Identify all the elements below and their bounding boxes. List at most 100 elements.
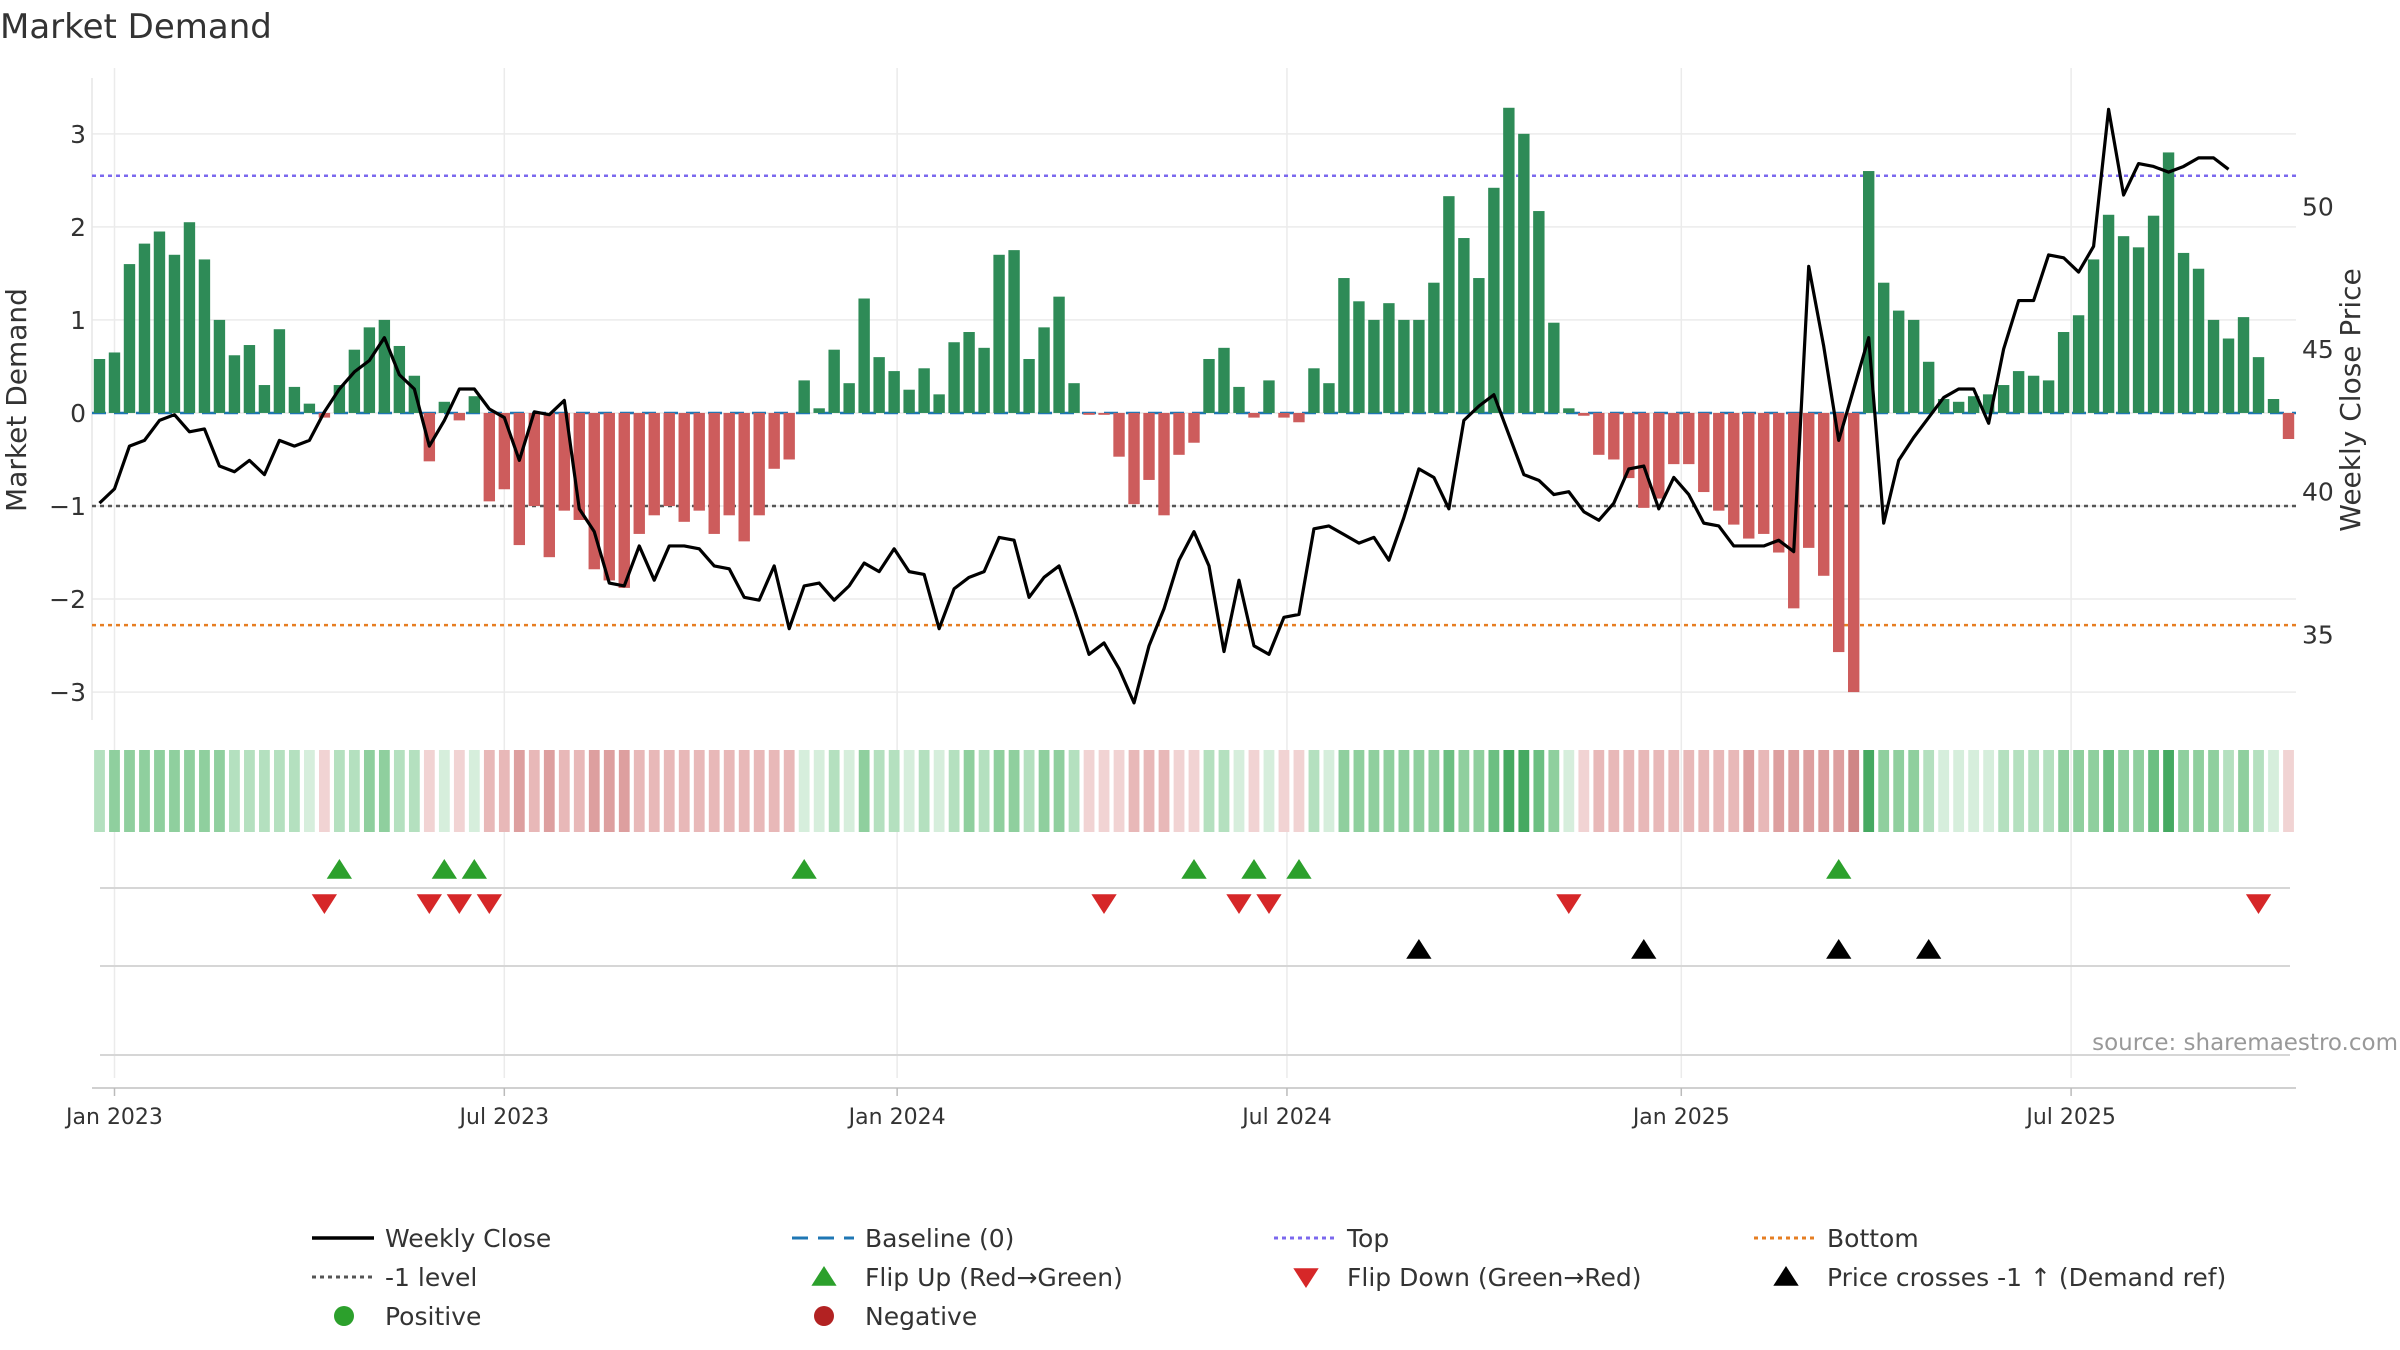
demand-bar [1068, 383, 1080, 413]
y-axis-left: 3 2 1 0 −1 −2 −3 [49, 120, 86, 707]
strip-cell [2148, 750, 2159, 832]
strip-cell [1383, 750, 1395, 832]
strip-cell [1053, 750, 1065, 832]
demand-bar [303, 403, 316, 413]
flip-down-marker [1256, 894, 1282, 914]
strip-cell [1128, 750, 1140, 832]
demand-bar [1892, 310, 1905, 413]
x-tick-label: Jul 2024 [1240, 1105, 1332, 1130]
legend-label: Top [1346, 1224, 1389, 1253]
demand-bar [1203, 358, 1215, 413]
x-tick-label: Jul 2025 [2024, 1105, 2116, 1130]
legend-label: Baseline (0) [865, 1224, 1014, 1253]
demand-bar [1952, 401, 1965, 413]
strip-cell [1158, 750, 1170, 832]
legend-item-flip-down: Flip Down (Green→Red) [1293, 1263, 1642, 1292]
strip-cell [528, 750, 540, 832]
legend-item-close: Weekly Close [312, 1224, 551, 1253]
strip-cell [843, 750, 855, 832]
y2-tick-label: 45 [2302, 335, 2334, 364]
demand-bar [483, 412, 496, 502]
strip-cell [918, 750, 930, 832]
flip-up-marker [1241, 859, 1267, 879]
flip-up-marker [1286, 859, 1312, 879]
strip-cell [2058, 750, 2070, 832]
flip-markers-panel [100, 859, 2290, 914]
demand-bar [2207, 319, 2220, 413]
demand-bar [633, 412, 645, 534]
strip-cell [1818, 750, 1830, 832]
demand-bar [1563, 408, 1575, 413]
demand-bar [1698, 412, 1710, 493]
demand-bar [2027, 375, 2040, 413]
demand-bar [438, 401, 451, 413]
strip-cell [573, 750, 585, 832]
strip-cell [1293, 750, 1305, 832]
demand-bar [1803, 412, 1815, 548]
strip-cell [888, 750, 900, 832]
flip-down-marker [446, 894, 472, 914]
strip-cell [753, 750, 765, 832]
demand-bar [1743, 412, 1755, 539]
strip-cell [1218, 750, 1230, 832]
strip-cell [693, 750, 705, 832]
demand-bar [513, 412, 525, 546]
y-tick-label: −1 [49, 492, 86, 521]
strip-cell [1908, 750, 1920, 832]
demand-bar [1728, 412, 1740, 525]
demand-bar [1488, 187, 1500, 413]
strip-cell [873, 750, 885, 832]
demand-bar [1533, 211, 1545, 413]
demand-bar [378, 319, 391, 413]
y-tick-label: −2 [49, 585, 86, 614]
demand-bar [2012, 371, 2025, 413]
main-plot: 3 2 1 0 −1 −2 −3 50 45 40 35 [49, 68, 2334, 1078]
demand-bar [2102, 214, 2115, 413]
demand-bar [723, 412, 735, 516]
strip-cell [678, 750, 690, 832]
strip-cell [1548, 750, 1560, 832]
strip-cell [828, 750, 840, 832]
demand-bar [618, 412, 630, 588]
strip-cell [1428, 750, 1440, 832]
strip-cell [1323, 750, 1335, 832]
y2-tick-label: 35 [2302, 620, 2334, 649]
strip-cell [2268, 750, 2279, 832]
x-tick-label: Jan 2023 [64, 1105, 163, 1130]
flip-up-marker [431, 859, 457, 879]
demand-bar [1143, 412, 1155, 480]
demand-bar [1338, 278, 1350, 413]
strip-cell [1893, 750, 1905, 832]
y-axis-label: Market Demand [0, 288, 33, 512]
demand-bar [1593, 412, 1605, 455]
y-tick-label: 2 [70, 213, 86, 242]
strip-cell [2163, 750, 2174, 832]
demand-bar [948, 342, 960, 413]
demand-bars [93, 107, 2295, 693]
legend-item-flip-up: Flip Up (Red→Green) [811, 1263, 1123, 1292]
strip-cell [2088, 750, 2099, 832]
demand-bar [828, 349, 840, 413]
strip-cell [648, 750, 660, 832]
strip-cell [768, 750, 780, 832]
demand-bar [393, 345, 406, 413]
strip-cell [1653, 750, 1665, 832]
demand-bar [663, 412, 675, 506]
demand-bar [1982, 394, 1995, 413]
demand-bar [1368, 319, 1380, 413]
strip-cell [1488, 750, 1500, 832]
demand-bar [2267, 399, 2280, 413]
strip-cell [1023, 750, 1035, 832]
strip-cell [1113, 750, 1125, 832]
demand-bar [1248, 412, 1260, 418]
y-axis-right: 50 45 40 35 [2302, 192, 2334, 649]
demand-bar [273, 329, 286, 413]
strip-cell [453, 750, 465, 832]
chart-title: Market Demand [0, 7, 272, 47]
legend-label: Flip Up (Red→Green) [865, 1263, 1123, 1292]
strip-cell [1773, 750, 1785, 832]
strip-cell [1263, 750, 1275, 832]
legend-item-minus-one: -1 level [312, 1263, 477, 1292]
demand-bar [1443, 196, 1455, 413]
legend-item-bottom: Bottom [1754, 1224, 1919, 1253]
